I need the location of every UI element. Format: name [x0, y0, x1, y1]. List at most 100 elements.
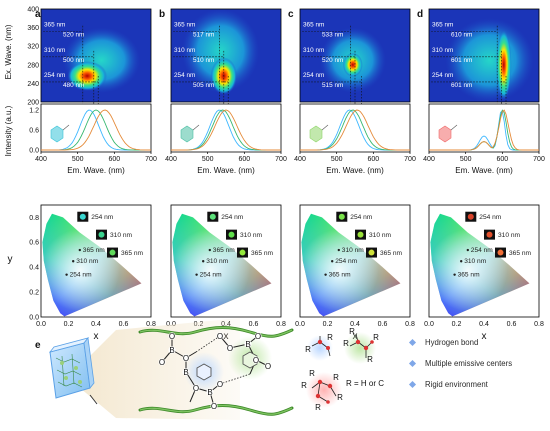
cie-xtick: 0.6 — [119, 321, 129, 328]
cie-ylabel: y — [8, 254, 13, 265]
int-ytick: 1.2 — [29, 108, 39, 115]
photo-inset — [495, 247, 506, 258]
diamond-icon — [408, 338, 417, 347]
em-xtick: 500 — [331, 156, 343, 163]
ex-ytick: 320 — [27, 44, 39, 51]
atom-label: O — [217, 380, 223, 389]
cie-point-label: 254 nm — [70, 272, 93, 279]
excitation-label: 254 nm — [303, 72, 324, 79]
emission-spectra — [428, 103, 540, 153]
cie-point — [337, 248, 340, 252]
excitation-label: 310 nm — [432, 47, 453, 54]
photo-label: 254 nm — [221, 214, 244, 221]
panel-letter-e: e — [35, 340, 41, 351]
legend-label: Rigid environment — [425, 380, 489, 389]
excitation-map: 365 nm 517 nm 310 nm 510 nm 254 nm 505 nm — [170, 8, 282, 103]
excitation-label: 365 nm — [44, 22, 65, 29]
emission-label: 601 nm — [451, 82, 472, 89]
panel-letter-b: b — [159, 9, 165, 20]
excitation-label: 365 nm — [303, 22, 324, 29]
panel-a: 365 nm 520 nm 310 nm 500 nm 254 nm 480 nm a 200… — [27, 7, 157, 343]
emission-label: 515 nm — [322, 82, 343, 89]
excitation-label: 310 nm — [303, 47, 324, 54]
atom-label: O — [255, 332, 261, 341]
cie-diagram: 254 nm 310 nm 365 nm 365 nm 310 nm 254 nm — [40, 204, 152, 318]
cie-point — [453, 273, 456, 276]
em-xtick: 700 — [275, 156, 287, 163]
r-group-label: R — [367, 355, 373, 364]
cie-point-label: 365 nm — [213, 247, 236, 254]
cie-point-label: 254 nm — [335, 258, 358, 265]
em-xtick: 500 — [72, 156, 84, 163]
cie-point-label: 365 nm — [329, 272, 352, 279]
cie-point-label: 254 nm — [200, 272, 223, 279]
molecule-icon — [50, 125, 64, 143]
em-xlabel: Em. Wave. (nm) — [326, 166, 384, 175]
cie-ytick: 0.6 — [29, 240, 39, 247]
legend-item-rigid-environment: Rigid environment — [408, 380, 489, 389]
cie-xtick: 0.8 — [534, 321, 544, 328]
emission-label: 610 nm — [451, 32, 472, 39]
ex-ylabel: Ex. Wave. (nm) — [4, 24, 13, 79]
cie-xtick: 0.4 — [91, 321, 101, 328]
panel-c: 365 nm 533 nm 310 nm 520 nm 254 nm 515 nm c 400… — [288, 8, 416, 342]
excitation-label: 310 nm — [174, 47, 195, 54]
r-group-label: R — [343, 339, 349, 348]
excitation-label: 254 nm — [174, 72, 195, 79]
cie-point — [65, 273, 68, 276]
r-group-label: R — [333, 373, 339, 382]
legend-label: Hydrogen bond — [425, 338, 478, 347]
r-group-label: R — [305, 345, 311, 354]
int-ytick: 0.6 — [29, 128, 39, 135]
spectrum-line — [300, 109, 410, 151]
photo-label: 365 nm — [121, 250, 144, 257]
cie-point-label: 365 nm — [458, 272, 481, 279]
emission-label: 500 nm — [63, 57, 84, 64]
schematic-panel-e: e — [35, 318, 512, 420]
em-xtick: 700 — [145, 156, 157, 163]
excitation-label: 310 nm — [44, 47, 65, 54]
r-group-label: R — [327, 333, 333, 342]
panel-letter-a: a — [35, 9, 41, 20]
cie-xtick: 0.8 — [146, 321, 156, 328]
atom-label: B — [183, 368, 188, 377]
light-beam — [68, 318, 240, 420]
em-xtick: 600 — [108, 156, 120, 163]
em-xtick: 500 — [460, 156, 472, 163]
cie-point — [331, 260, 334, 263]
photo-inset — [336, 211, 348, 222]
diamond-icon — [408, 380, 417, 389]
panel-letter-d: d — [417, 9, 423, 20]
photo-inset — [237, 247, 248, 258]
cie-point — [460, 260, 463, 263]
em-xlabel: Em. Wave. (nm) — [67, 166, 125, 175]
em-xtick: 600 — [367, 156, 379, 163]
atom-label: B — [169, 346, 174, 355]
cie-ytick: 0.8 — [29, 215, 39, 222]
excitation-label: 254 nm — [44, 72, 65, 79]
cie-diagram: 254 nm 310 nm 365 nm 365 nm 310 nm 254 nm — [170, 204, 282, 318]
cie-point-label: 365 nm — [83, 247, 106, 254]
photo-label: 254 nm — [479, 214, 502, 221]
cie-xlabel: x — [482, 331, 487, 342]
excitation-map: 365 nm 610 nm 310 nm 601 nm 254 nm 601 nm — [428, 8, 540, 103]
photo-inset — [207, 211, 219, 222]
cie-point — [72, 260, 75, 263]
cie-xtick: 0.8 — [276, 321, 286, 328]
cie-xtick: 0.2 — [64, 321, 74, 328]
photo-label: 310 nm — [369, 232, 392, 239]
cie-ytick: 0.4 — [29, 265, 39, 272]
em-xtick: 500 — [202, 156, 214, 163]
photo-label: 310 nm — [240, 232, 263, 239]
ex-ytick: 200 — [27, 100, 39, 107]
cluster-green — [344, 332, 376, 364]
photo-inset — [465, 211, 477, 222]
cie-xtick: 0.0 — [424, 321, 434, 328]
atom-label: O — [183, 354, 189, 363]
atom-label: O — [169, 332, 175, 341]
emission-label: 520 nm — [63, 32, 84, 39]
cie-point — [195, 273, 198, 276]
em-xtick: 700 — [533, 156, 545, 163]
cie-xtick: 0.4 — [350, 321, 360, 328]
